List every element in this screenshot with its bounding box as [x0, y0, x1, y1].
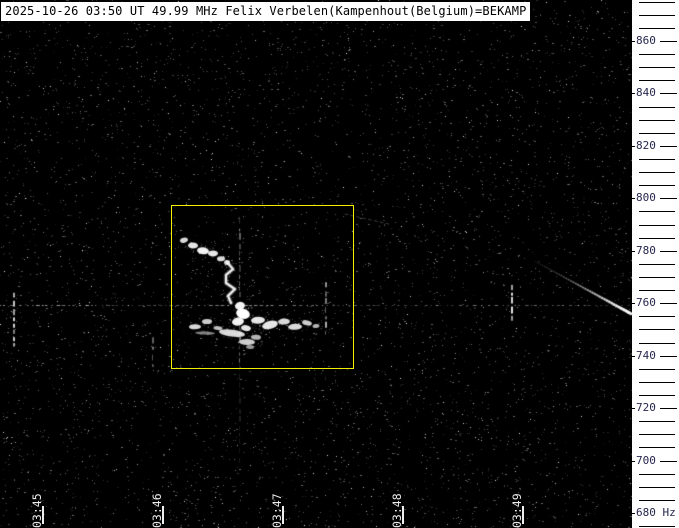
- freq-minor-tick: [639, 54, 675, 55]
- freq-label-dash: [660, 461, 677, 462]
- freq-minor-tick: [639, 434, 675, 435]
- freq-label-dash: [660, 408, 677, 409]
- freq-minor-tick: [639, 264, 675, 265]
- spectrogram-plot-canvas: [0, 0, 632, 528]
- title-bar: 2025-10-26 03:50 UT 49.99 MHz Felix Verb…: [1, 2, 531, 21]
- freq-label-dash: [660, 41, 677, 42]
- meteor-highlight-box: [171, 205, 354, 369]
- freq-minor-tick: [639, 290, 675, 291]
- freq-label-dash: [660, 356, 677, 357]
- freq-label-dash: [660, 93, 677, 94]
- frequency-axis: 860 840 820 800 780 760 740 720 700 680 Hz: [632, 0, 679, 528]
- freq-minor-tick: [639, 159, 675, 160]
- freq-label: 860: [636, 34, 656, 47]
- freq-label: 700: [636, 454, 656, 467]
- freq-minor-tick: [639, 225, 675, 226]
- freq-major-tick: [632, 93, 635, 94]
- freq-minor-tick: [639, 526, 675, 527]
- freq-label: 740: [636, 349, 656, 362]
- freq-label: 840: [636, 86, 656, 99]
- freq-label-dash: [660, 251, 677, 252]
- freq-minor-tick: [639, 15, 675, 16]
- freq-minor-tick: [639, 395, 675, 396]
- freq-minor-tick: [639, 28, 675, 29]
- freq-major-tick: [632, 41, 635, 42]
- freq-label: 680 Hz: [636, 506, 676, 519]
- freq-label: 720: [636, 401, 656, 414]
- freq-minor-tick: [639, 277, 675, 278]
- freq-minor-tick: [639, 133, 675, 134]
- freq-label: 780: [636, 244, 656, 257]
- freq-minor-tick: [639, 67, 675, 68]
- freq-minor-tick: [639, 80, 675, 81]
- title-text: 2025-10-26 03:50 UT 49.99 MHz Felix Verb…: [5, 4, 527, 18]
- freq-major-tick: [632, 198, 635, 199]
- freq-label-dash: [660, 303, 677, 304]
- freq-label-dash: [660, 198, 677, 199]
- freq-minor-tick: [639, 107, 675, 108]
- freq-major-tick: [632, 408, 635, 409]
- freq-minor-tick: [639, 500, 675, 501]
- freq-minor-tick: [639, 487, 675, 488]
- freq-minor-tick: [639, 474, 675, 475]
- freq-minor-tick: [639, 369, 675, 370]
- freq-minor-tick: [639, 211, 675, 212]
- freq-label: 820: [636, 139, 656, 152]
- freq-minor-tick: [639, 447, 675, 448]
- freq-major-tick: [632, 146, 635, 147]
- freq-label: 800: [636, 191, 656, 204]
- freq-major-tick: [632, 251, 635, 252]
- freq-minor-tick: [639, 329, 675, 330]
- freq-label-dash: [660, 146, 677, 147]
- freq-minor-tick: [639, 185, 675, 186]
- freq-minor-tick: [639, 382, 675, 383]
- freq-minor-tick: [639, 172, 675, 173]
- freq-major-tick: [632, 461, 635, 462]
- freq-minor-tick: [639, 120, 675, 121]
- freq-minor-tick: [639, 316, 675, 317]
- freq-minor-tick: [639, 238, 675, 239]
- freq-major-tick: [632, 356, 635, 357]
- freq-minor-tick: [639, 421, 675, 422]
- freq-major-tick: [632, 303, 635, 304]
- freq-minor-tick: [639, 343, 675, 344]
- freq-label: 760: [636, 296, 656, 309]
- freq-major-tick: [632, 513, 635, 514]
- freq-minor-tick: [639, 2, 675, 3]
